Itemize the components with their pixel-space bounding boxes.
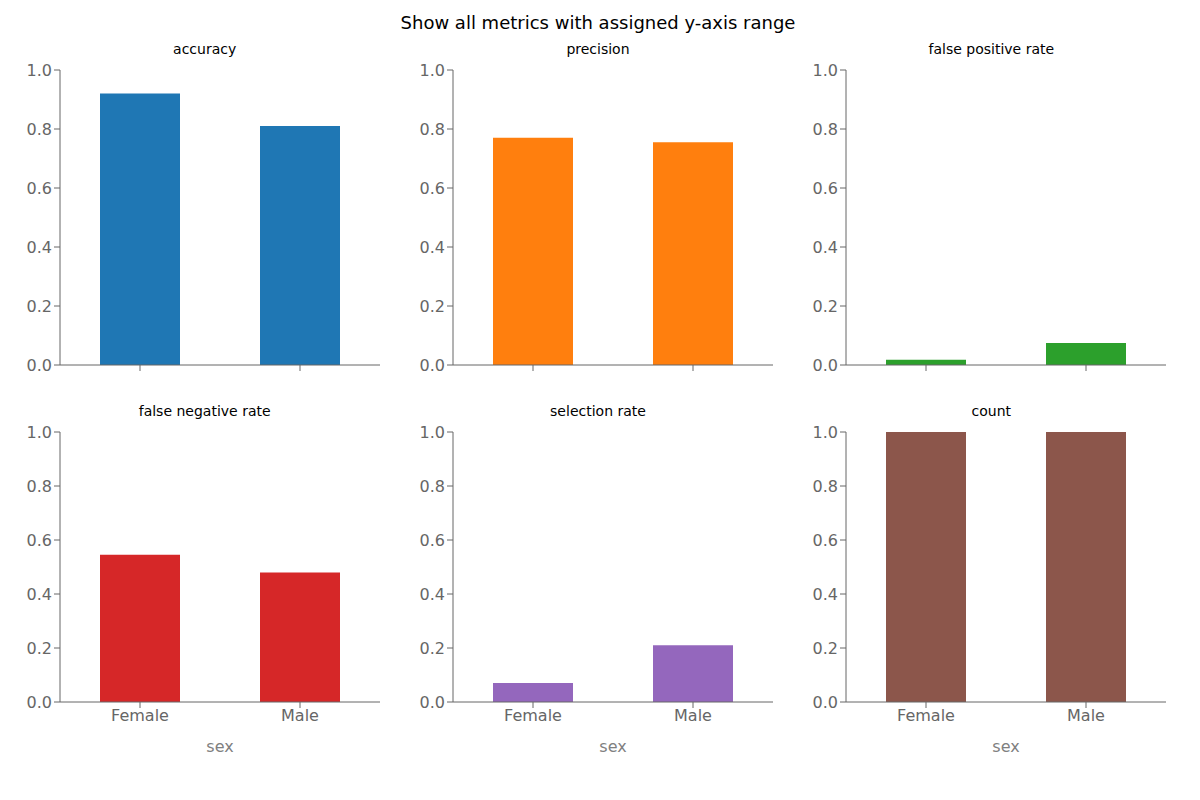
svg-text:sex: sex [599,737,626,756]
svg-text:0.2: 0.2 [26,639,51,658]
svg-text:1.0: 1.0 [420,61,445,80]
svg-text:0.2: 0.2 [420,639,445,658]
html-text:accuracy: accuracy [173,41,237,57]
svg-text:0.4: 0.4 [813,238,838,257]
svg-text:0.4: 0.4 [813,585,838,604]
svg-text:0.6: 0.6 [420,179,445,198]
svg-text:0.6: 0.6 [26,179,51,198]
svg-text:0.0: 0.0 [813,356,838,375]
svg-text:0.6: 0.6 [813,531,838,550]
svg-text:1.0: 1.0 [813,61,838,80]
svg-text:0.8: 0.8 [420,477,445,496]
html-text:Show all metrics with assigned: Show all metrics with assigned y-axis ra… [400,12,796,33]
svg-text:0.0: 0.0 [420,693,445,712]
svg-text:0.2: 0.2 [813,297,838,316]
svg-text:sex: sex [993,737,1020,756]
svg-text:Female: Female [504,706,562,725]
svg-text:0.2: 0.2 [813,639,838,658]
svg-text:0.4: 0.4 [420,238,445,257]
svg-text:1.0: 1.0 [26,61,51,80]
svg-text:0.6: 0.6 [420,531,445,550]
html-text:false negative rate: false negative rate [138,403,271,419]
svg-text:Female: Female [897,706,955,725]
svg-text:0.2: 0.2 [26,297,51,316]
svg-text:1.0: 1.0 [26,423,51,442]
svg-text:Male: Male [1067,706,1105,725]
svg-text:0.0: 0.0 [420,356,445,375]
svg-text:0.0: 0.0 [26,693,51,712]
svg-text:Female: Female [111,706,169,725]
svg-text:0.4: 0.4 [26,238,51,257]
svg-text:sex: sex [206,737,233,756]
svg-text:0.8: 0.8 [26,120,51,139]
svg-text:0.6: 0.6 [813,179,838,198]
svg-text:0.8: 0.8 [813,120,838,139]
html-text:count: count [971,403,1012,419]
svg-text:Male: Male [281,706,319,725]
svg-text:Male: Male [674,706,712,725]
svg-text:0.0: 0.0 [26,356,51,375]
html-text:precision: precision [566,41,630,57]
html-text:selection rate: selection rate [550,403,646,419]
svg-text:0.8: 0.8 [420,120,445,139]
svg-text:1.0: 1.0 [813,423,838,442]
svg-text:0.4: 0.4 [420,585,445,604]
svg-text:0.0: 0.0 [813,693,838,712]
svg-text:1.0: 1.0 [420,423,445,442]
svg-text:0.8: 0.8 [26,477,51,496]
html-text:false positive rate: false positive rate [928,41,1055,57]
svg-text:0.2: 0.2 [420,297,445,316]
svg-text:0.8: 0.8 [813,477,838,496]
svg-text:0.6: 0.6 [26,531,51,550]
svg-text:0.4: 0.4 [26,585,51,604]
